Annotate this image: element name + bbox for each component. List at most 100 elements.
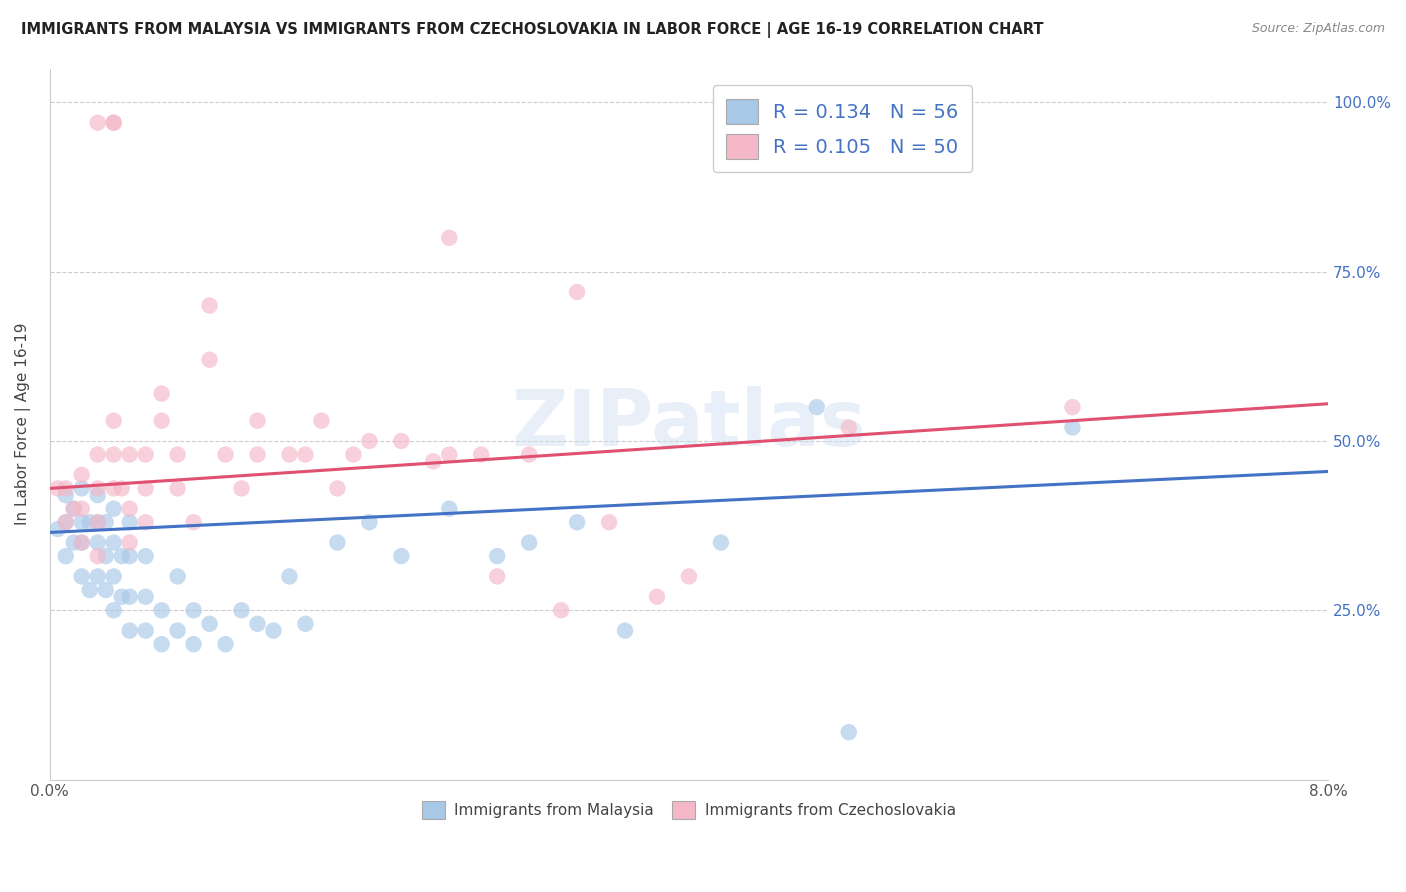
Point [55,482,77,496]
Point [439,231,461,245]
Point [246,448,269,462]
Point [86,569,108,583]
Point [517,535,540,549]
Point [103,482,125,496]
Point [86,448,108,462]
Point [486,569,509,583]
Point [1062,420,1084,434]
Point [359,515,381,529]
Point [517,448,540,462]
Point [70,535,93,549]
Text: ZIPatlas: ZIPatlas [512,386,866,462]
Point [70,467,93,482]
Point [278,448,301,462]
Point [565,285,588,299]
Point [806,400,828,414]
Text: IMMIGRANTS FROM MALAYSIA VS IMMIGRANTS FROM CZECHOSLOVAKIA IN LABOR FORCE | AGE : IMMIGRANTS FROM MALAYSIA VS IMMIGRANTS F… [21,22,1043,38]
Point [103,116,125,130]
Point [359,434,381,448]
Text: Source: ZipAtlas.com: Source: ZipAtlas.com [1251,22,1385,36]
Point [86,482,108,496]
Point [118,590,141,604]
Point [231,482,253,496]
Point [70,515,93,529]
Point [111,482,134,496]
Point [838,420,860,434]
Point [135,624,157,638]
Point [678,569,700,583]
Point [389,434,412,448]
Legend: Immigrants from Malaysia, Immigrants from Czechoslovakia: Immigrants from Malaysia, Immigrants fro… [416,795,962,825]
Point [103,116,125,130]
Point [150,603,173,617]
Point [439,448,461,462]
Point [103,569,125,583]
Point [166,482,188,496]
Point [86,549,108,563]
Point [231,603,253,617]
Point [86,515,108,529]
Point [326,482,349,496]
Point [150,386,173,401]
Point [70,569,93,583]
Point [550,603,572,617]
Point [55,515,77,529]
Point [614,624,637,638]
Point [486,549,509,563]
Point [55,515,77,529]
Point [311,414,333,428]
Point [79,515,101,529]
Point [86,488,108,502]
Point [62,501,84,516]
Point [135,549,157,563]
Point [94,549,117,563]
Point [103,448,125,462]
Point [246,414,269,428]
Point [422,454,444,468]
Point [62,501,84,516]
Point [183,515,205,529]
Point [135,515,157,529]
Point [166,569,188,583]
Point [198,299,221,313]
Point [342,448,364,462]
Point [94,582,117,597]
Point [118,535,141,549]
Point [1062,400,1084,414]
Point [439,501,461,516]
Point [118,624,141,638]
Point [135,448,157,462]
Point [598,515,620,529]
Point [294,448,316,462]
Point [645,590,668,604]
Point [246,616,269,631]
Point [150,414,173,428]
Point [103,535,125,549]
Point [103,603,125,617]
Point [79,582,101,597]
Point [710,535,733,549]
Point [135,482,157,496]
Point [565,515,588,529]
Point [183,637,205,651]
Point [55,488,77,502]
Point [183,603,205,617]
Point [214,448,236,462]
Point [86,515,108,529]
Point [94,515,117,529]
Point [263,624,285,638]
Point [70,501,93,516]
Point [166,624,188,638]
Point [111,590,134,604]
Point [470,448,492,462]
Point [135,590,157,604]
Point [46,482,69,496]
Point [326,535,349,549]
Point [198,352,221,367]
Point [62,535,84,549]
Point [86,116,108,130]
Point [118,501,141,516]
Point [111,549,134,563]
Point [86,535,108,549]
Point [838,725,860,739]
